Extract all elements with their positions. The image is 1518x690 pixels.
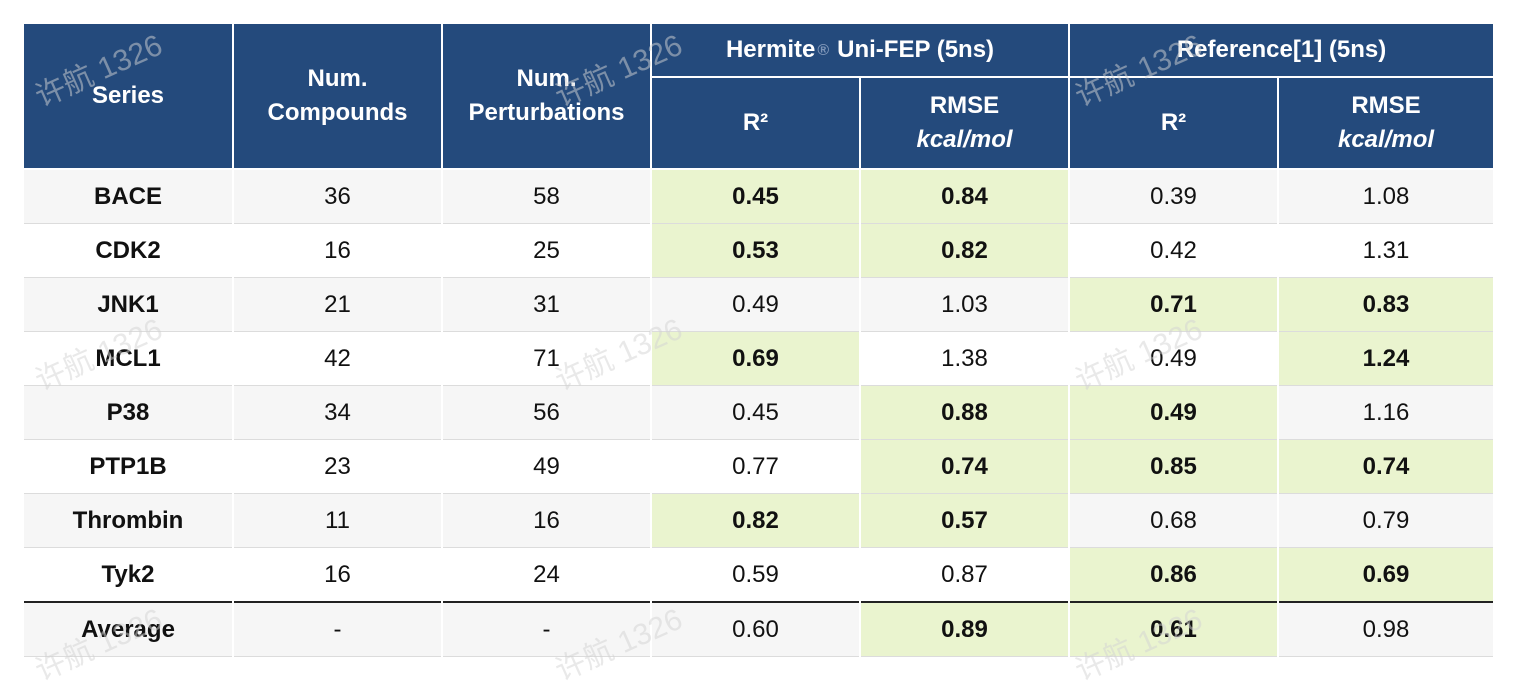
average-label-cell: Average: [24, 601, 234, 657]
compounds-cell: 42: [233, 331, 443, 386]
header-hermite-rmse: RMSE kcal/mol: [860, 77, 1071, 170]
reference-r2-cell: 0.86: [1069, 547, 1280, 603]
reference-rmse-cell: 0.79: [1278, 493, 1494, 548]
average-hermite-r2-cell: 0.60: [651, 601, 861, 657]
hermite-r2-cell: 0.49: [651, 277, 861, 332]
average-reference-r2-cell: 0.61: [1069, 601, 1280, 657]
compounds-cell: 36: [233, 169, 443, 224]
hermite-rmse-cell: 0.87: [860, 547, 1071, 603]
average-reference-rmse-cell: 0.98: [1278, 601, 1494, 657]
hermite-rmse-cell: 0.82: [860, 223, 1071, 278]
perturbations-cell: 25: [442, 223, 652, 278]
perturbations-cell: 49: [442, 439, 652, 494]
hermite-rmse-cell: 1.03: [860, 277, 1071, 332]
series-cell: JNK1: [24, 277, 234, 332]
header-reference-rmse-unit: kcal/mol: [1337, 126, 1435, 153]
hermite-rmse-cell: 0.57: [860, 493, 1071, 548]
hermite-rmse-cell: 0.88: [860, 385, 1071, 440]
hermite-r2-cell: 0.59: [651, 547, 861, 603]
perturbations-cell: 24: [442, 547, 652, 603]
reference-r2-cell: 0.49: [1069, 331, 1280, 386]
header-hermite-rmse-unit: kcal/mol: [916, 126, 1013, 153]
average-hermite-rmse-cell: 0.89: [860, 601, 1071, 657]
reference-rmse-cell: 1.31: [1278, 223, 1494, 278]
header-reference-r2: R²: [1069, 77, 1280, 170]
hermite-r2-cell: 0.77: [651, 439, 861, 494]
hermite-r2-cell: 0.82: [651, 493, 861, 548]
header-group-reference: Reference[1] (5ns): [1069, 24, 1494, 78]
reference-rmse-cell: 0.69: [1278, 547, 1494, 603]
reference-r2-cell: 0.39: [1069, 169, 1280, 224]
hermite-r2-cell: 0.45: [651, 385, 861, 440]
series-cell: CDK2: [24, 223, 234, 278]
header-hermite-r2: R²: [651, 77, 861, 170]
perturbations-cell: 31: [442, 277, 652, 332]
perturbations-cell: 16: [442, 493, 652, 548]
hermite-r2-cell: 0.45: [651, 169, 861, 224]
compounds-cell: 23: [233, 439, 443, 494]
perturbations-cell: 71: [442, 331, 652, 386]
reference-r2-cell: 0.85: [1069, 439, 1280, 494]
compounds-cell: 21: [233, 277, 443, 332]
compounds-cell: 11: [233, 493, 443, 548]
average-row: Average - - 0.60 0.89 0.61 0.98: [24, 601, 1494, 657]
hermite-r2-cell: 0.53: [651, 223, 861, 278]
compounds-cell: 16: [233, 547, 443, 603]
header-hermite-prefix: Hermite: [725, 35, 816, 63]
series-cell: Thrombin: [24, 493, 234, 548]
header-num-compounds: Num. Compounds: [233, 24, 443, 170]
header-hermite-suffix: Uni-FEP (5ns): [837, 35, 995, 63]
table-row: Thrombin 11 16 0.82 0.57 0.68 0.79: [24, 493, 1494, 548]
reference-rmse-cell: 1.24: [1278, 331, 1494, 386]
series-cell: P38: [24, 385, 234, 440]
header-series: Series: [24, 24, 234, 170]
header-num-perturbations-line1: Num.: [516, 65, 577, 92]
table-row: JNK1 21 31 0.49 1.03 0.71 0.83: [24, 277, 1494, 332]
results-table: Series Num. Compounds Num. Perturbations…: [24, 24, 1494, 657]
hermite-rmse-cell: 0.84: [860, 169, 1071, 224]
reference-rmse-cell: 1.08: [1278, 169, 1494, 224]
series-cell: BACE: [24, 169, 234, 224]
series-cell: PTP1B: [24, 439, 234, 494]
header-group-hermite: Hermite ® Uni-FEP (5ns): [651, 24, 1071, 78]
reference-rmse-cell: 0.74: [1278, 439, 1494, 494]
average-perturbations-cell: -: [442, 601, 652, 657]
table-row: P38 34 56 0.45 0.88 0.49 1.16: [24, 385, 1494, 440]
compounds-cell: 16: [233, 223, 443, 278]
reference-r2-cell: 0.42: [1069, 223, 1280, 278]
hermite-r2-cell: 0.69: [651, 331, 861, 386]
header-num-perturbations: Num. Perturbations: [442, 24, 652, 170]
results-table-container: Series Num. Compounds Num. Perturbations…: [24, 24, 1494, 657]
hermite-rmse-cell: 1.38: [860, 331, 1071, 386]
registered-icon: ®: [817, 41, 830, 59]
average-compounds-cell: -: [233, 601, 443, 657]
header-num-perturbations-line2: Perturbations: [468, 99, 625, 126]
table-row: PTP1B 23 49 0.77 0.74 0.85 0.74: [24, 439, 1494, 494]
reference-r2-cell: 0.71: [1069, 277, 1280, 332]
series-cell: MCL1: [24, 331, 234, 386]
table-row: CDK2 16 25 0.53 0.82 0.42 1.31: [24, 223, 1494, 278]
series-cell: Tyk2: [24, 547, 234, 603]
header-hermite-rmse-label: RMSE: [929, 92, 1000, 119]
perturbations-cell: 56: [442, 385, 652, 440]
table-row: BACE 36 58 0.45 0.84 0.39 1.08: [24, 169, 1494, 224]
reference-rmse-cell: 1.16: [1278, 385, 1494, 440]
header-reference-rmse-label: RMSE: [1351, 92, 1421, 119]
table-row: Tyk2 16 24 0.59 0.87 0.86 0.69: [24, 547, 1494, 603]
table-row: MCL1 42 71 0.69 1.38 0.49 1.24: [24, 331, 1494, 386]
header-num-compounds-line1: Num.: [307, 65, 368, 92]
perturbations-cell: 58: [442, 169, 652, 224]
header-num-compounds-line2: Compounds: [267, 99, 408, 126]
header-reference-rmse: RMSE kcal/mol: [1278, 77, 1494, 170]
reference-r2-cell: 0.68: [1069, 493, 1280, 548]
reference-r2-cell: 0.49: [1069, 385, 1280, 440]
compounds-cell: 34: [233, 385, 443, 440]
reference-rmse-cell: 0.83: [1278, 277, 1494, 332]
hermite-rmse-cell: 0.74: [860, 439, 1071, 494]
